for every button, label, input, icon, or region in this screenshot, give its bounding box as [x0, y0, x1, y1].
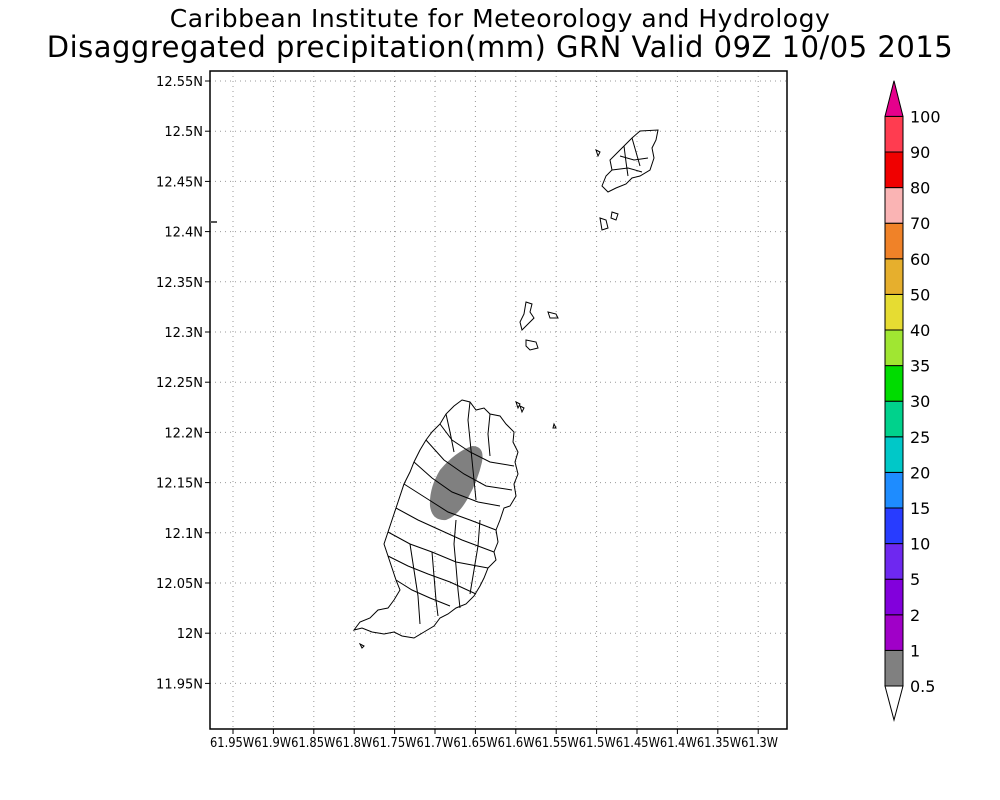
lat-tick-label: 11.95N — [156, 677, 203, 692]
lat-tick-label: 12.05N — [156, 577, 203, 592]
latitude-axis: 12.55N 12.5N 12.45N 12.4N 12.35N 12.3N 12.25N 1… — [156, 75, 210, 692]
colorbar-segment — [884, 543, 904, 580]
lon-tick-label: 61.55W — [535, 736, 579, 751]
lon-tick-label: 61.85W — [291, 736, 335, 751]
lat-tick-label: 12.45N — [156, 175, 203, 190]
longitude-axis: 61.95W61.9W61.85W61.8W61.75W61.7W61.65W6… — [210, 729, 778, 751]
colorbar-segment — [884, 471, 904, 509]
colorbar-segment — [884, 400, 904, 438]
lon-tick-label: 61.65W — [453, 736, 497, 751]
colorbar-segment — [884, 329, 904, 367]
colorbar-label: 35 — [910, 357, 930, 376]
lon-tick-label: 61.3W — [741, 736, 778, 751]
colorbar-segment — [884, 115, 904, 153]
lat-tick-label: 12.5N — [164, 125, 203, 140]
lat-tick-label: 12.1N — [164, 527, 203, 542]
lat-tick-label: 12.3N — [164, 326, 203, 341]
lon-tick-label: 61.45W — [616, 736, 660, 751]
lat-tick-label: 12.2N — [164, 426, 203, 441]
colorbar-segment — [884, 187, 904, 224]
colorbar-label: 20 — [910, 463, 930, 482]
precip-area-0.5-1mm — [429, 446, 483, 521]
lat-tick-label: 12.4N — [164, 226, 203, 241]
lon-tick-label: 61.75W — [372, 736, 416, 751]
colorbar-segment — [884, 151, 904, 189]
lat-tick-label: 12.25N — [156, 376, 203, 391]
lon-tick-label: 61.95W — [210, 736, 254, 751]
colorbar-segment — [884, 507, 904, 545]
grid-lines — [210, 71, 787, 729]
colorbar-segment — [884, 578, 904, 616]
carriacou-island — [595, 129, 659, 231]
lat-tick-label: 12.15N — [156, 477, 203, 492]
colorbar-under-triangle — [884, 685, 904, 722]
colorbar-label: 25 — [910, 428, 930, 447]
colorbar-over-triangle — [884, 80, 904, 117]
colorbar-segment — [884, 614, 904, 651]
grenadine-islets — [358, 301, 559, 649]
lon-tick-label: 61.6W — [498, 736, 535, 751]
colorbar-segment — [884, 365, 904, 402]
colorbar-segment — [884, 222, 904, 260]
lat-tick-label: 12.35N — [156, 276, 203, 291]
lon-tick-label: 61.9W — [254, 736, 291, 751]
colorbar-label: 40 — [910, 321, 930, 340]
colorbar-label: 90 — [910, 143, 930, 162]
colorbar-segment — [884, 293, 904, 331]
colorbar-label: 30 — [910, 392, 930, 411]
lon-tick-label: 61.4W — [660, 736, 697, 751]
title-institute: Caribbean Institute for Meteorology and … — [169, 4, 831, 33]
colorbar-segment — [884, 649, 904, 687]
colorbar-label: 50 — [910, 285, 930, 304]
lon-tick-label: 61.5W — [579, 736, 616, 751]
colorbar-label: 100 — [910, 107, 941, 126]
colorbar-segment — [884, 258, 904, 295]
colorbar-label: 1 — [910, 641, 920, 660]
lon-tick-label: 61.8W — [335, 736, 372, 751]
colorbar-label: 0.5 — [910, 677, 935, 696]
colorbar-label: 70 — [910, 214, 930, 233]
lon-tick-label: 61.7W — [417, 736, 454, 751]
grenada-island — [352, 399, 519, 639]
colorbar-label: 80 — [910, 179, 930, 198]
title-product: Disaggregated precipitation(mm) GRN Vali… — [46, 30, 954, 64]
plot-frame — [209, 70, 788, 730]
colorbar-label: 5 — [910, 570, 920, 589]
colorbar-label: 2 — [910, 606, 920, 625]
lon-tick-labels: 61.95W61.9W61.85W61.8W61.75W61.7W61.65W6… — [210, 736, 778, 751]
lon-tick-label: 61.35W — [697, 736, 741, 751]
colorbar-label: 15 — [910, 499, 930, 518]
plot-background — [210, 71, 787, 729]
lat-tick-label: 12N — [177, 627, 203, 642]
colorbar-segment — [884, 436, 904, 473]
colorbar-label: 10 — [910, 535, 930, 554]
lat-tick-label: 12.55N — [156, 75, 203, 90]
colorbar-label: 60 — [910, 250, 930, 269]
